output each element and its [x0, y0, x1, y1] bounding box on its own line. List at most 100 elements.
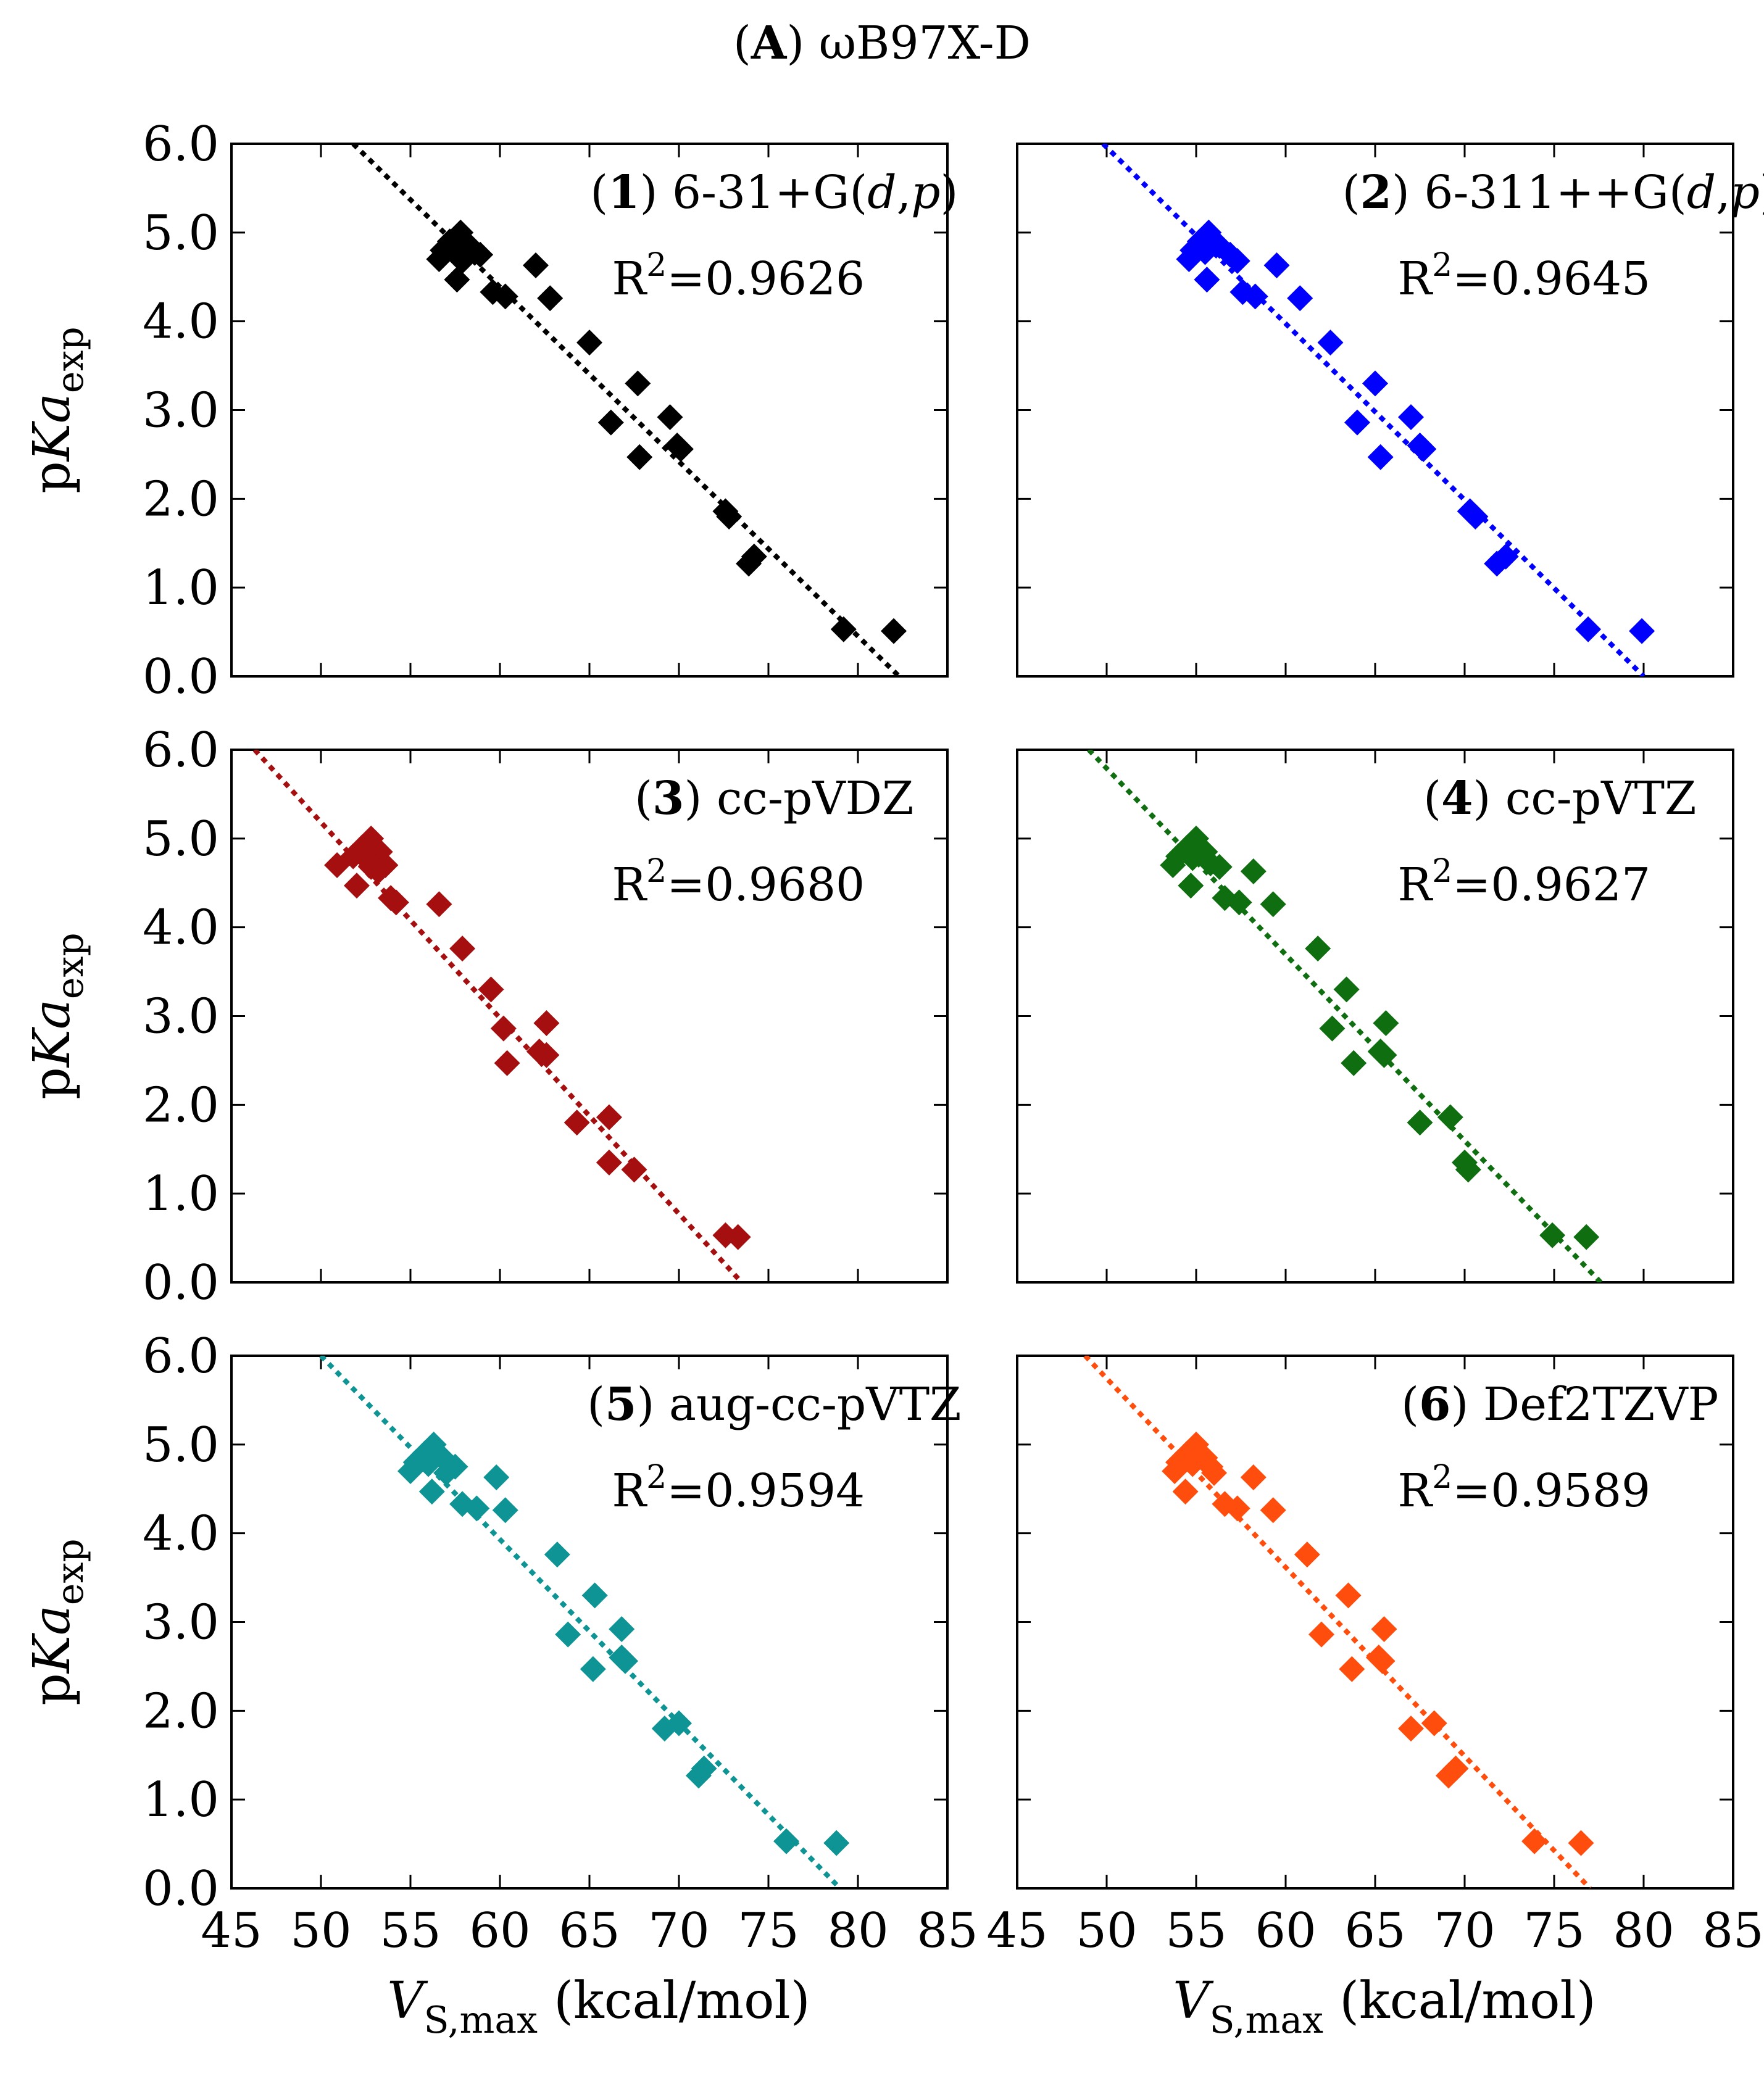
y-tick-label: 2.0 [143, 1683, 219, 1739]
r2-superscript: 2 [646, 853, 667, 890]
fit-line [1087, 750, 1603, 1282]
data-point [523, 252, 549, 279]
y-axis-label: pKaexp [23, 326, 92, 493]
panel-1: 0.01.02.03.04.05.06.0(1) 6-31+G(d,p)R2=0… [23, 117, 958, 705]
x-tick-label: 45 [986, 1903, 1047, 1959]
basis-set-text: cc-pVDZ [717, 772, 913, 825]
r2-value: =0.9680 [667, 858, 865, 911]
y-label-prefix: p [23, 1067, 81, 1100]
x-label-unit: (kcal/mol) [1323, 1972, 1596, 2030]
data-point [1367, 444, 1394, 470]
y-label-prefix: p [23, 1673, 81, 1706]
data-point [464, 1495, 490, 1522]
data-point [344, 873, 370, 899]
panel-5: 45 50 55 60 65 70 75 80 85 0.0 1.0 2.0 3.0 4.0 5.0 6.0 (… [23, 1329, 978, 2042]
x-tick-label: 60 [1255, 1903, 1316, 1959]
x-label-sub: S,max [423, 1999, 538, 2042]
x-label-unit: (kcal/mol) [538, 1972, 810, 2030]
panel-label-paren: ( [587, 1378, 605, 1431]
basis-set-text: d [867, 166, 896, 219]
x-tick-label: 70 [1434, 1903, 1495, 1959]
x-tick-label: 70 [648, 1903, 709, 1959]
x-label-var: V [387, 1972, 428, 2030]
data-point [1398, 404, 1424, 431]
data-point [449, 936, 476, 962]
panel-4: (4) cc-pVTZ R2=0.9627 [1016, 749, 1734, 1284]
data-point [1341, 1050, 1367, 1076]
data-point [1162, 1458, 1188, 1484]
y-tick-label: 5.0 [143, 205, 219, 261]
r2-superscript: 2 [1432, 1459, 1452, 1496]
x-axis-label: VS,max (kcal/mol) [1173, 1972, 1596, 2042]
y-tick-label: 1.0 [143, 1166, 219, 1222]
r2-label: R2=0.9589 [1397, 1459, 1650, 1517]
data-point [581, 1582, 608, 1609]
data-point [1294, 1542, 1320, 1568]
x-tick-label: 65 [559, 1903, 620, 1959]
data-point [725, 1224, 751, 1250]
y-tick-label: 2.0 [143, 1077, 219, 1133]
data-point [492, 283, 518, 310]
x-tick-label: 50 [290, 1903, 351, 1959]
r2-superscript: 2 [1432, 853, 1452, 890]
data-point [1344, 409, 1370, 436]
y-tick-label: 0.0 [143, 649, 219, 705]
r2-label: R2=0.9594 [612, 1459, 865, 1517]
panel-3: 0.0 1.0 2.0 3.0 4.0 5.0 6.0 (3) cc-pVDZ R2=0.968… [23, 723, 949, 1311]
y-label-var: Ka [23, 393, 81, 462]
data-point [1484, 550, 1510, 577]
data-point [1242, 283, 1268, 310]
r2-value: =0.9627 [1452, 858, 1650, 911]
y-label-var: Ka [23, 999, 81, 1068]
data-point [555, 1621, 581, 1648]
data-point [444, 267, 470, 293]
x-tick-label: 55 [380, 1903, 441, 1959]
y-tick-label: 1.0 [143, 560, 219, 616]
r2-label: R2=0.9645 [1397, 247, 1650, 305]
panel-2: (2) 6-311++G(d,p) R2=0.9645 [1016, 143, 1764, 678]
data-point [1407, 1110, 1433, 1136]
y-tick-label: 5.0 [143, 1417, 219, 1473]
title-method: ωB97X-D [819, 17, 1031, 70]
basis-set-text: , [897, 166, 912, 219]
fit-line [1083, 1356, 1592, 1888]
basis-set-text: Def2TZVP [1483, 1378, 1719, 1431]
data-point [881, 618, 907, 644]
plot-frame [230, 749, 949, 1284]
data-point [1178, 873, 1204, 899]
data-point [1335, 1582, 1362, 1609]
y-tick-label: 1.0 [143, 1772, 219, 1828]
data-point [625, 370, 651, 397]
data-point [1371, 1616, 1397, 1643]
basis-set-text: 6-31+G( [672, 166, 867, 219]
y-tick-label: 3.0 [143, 1595, 219, 1651]
data-point [1573, 1224, 1600, 1250]
data-point [426, 891, 452, 918]
data-point [1539, 1222, 1566, 1248]
data-point [580, 1656, 606, 1682]
panel-label-paren: ( [634, 772, 652, 825]
y-tick-label: 0.0 [143, 1861, 219, 1917]
r2-superscript: 2 [646, 1459, 667, 1496]
y-label-sub: exp [49, 932, 92, 999]
basis-set-text: p [1731, 166, 1760, 219]
r2-label: R2=0.9627 [1397, 853, 1650, 911]
y-tick-label: 4.0 [143, 294, 219, 350]
data-point [1224, 247, 1250, 274]
data-point [483, 1464, 510, 1491]
data-point [533, 1010, 560, 1037]
data-point [626, 444, 653, 470]
data-point [478, 976, 504, 1003]
data-point [773, 1828, 799, 1854]
data-point [418, 1479, 445, 1505]
data-point [1373, 1010, 1399, 1037]
data-point [1437, 1104, 1463, 1131]
y-axis-label: pKaexp [23, 1538, 92, 1705]
title-paren: ) [786, 17, 818, 70]
data-point [1455, 1156, 1481, 1183]
panel-label-paren: ( [1401, 1378, 1419, 1431]
panel-number: 5 [605, 1378, 637, 1431]
panel-label-paren: ) [1450, 1378, 1483, 1431]
y-tick-label: 4.0 [143, 1506, 219, 1562]
panel-label: (2) 6-311++G(d,p) [1342, 166, 1764, 219]
